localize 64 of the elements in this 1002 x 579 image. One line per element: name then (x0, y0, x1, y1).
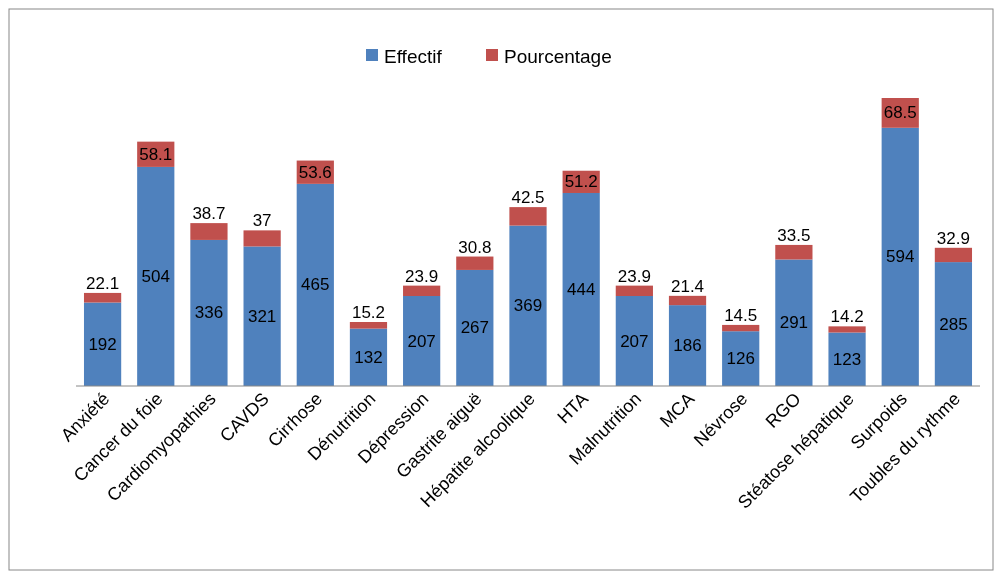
bar (456, 269, 494, 386)
bar (83, 292, 122, 303)
data-label: 504 (141, 266, 170, 286)
bar (668, 305, 707, 386)
bar (828, 332, 866, 386)
data-label: 32.9 (936, 228, 970, 248)
data-label: 21.4 (670, 276, 705, 296)
bar (722, 324, 760, 332)
bar (881, 127, 919, 386)
bar (668, 295, 707, 306)
data-label: 207 (620, 331, 649, 351)
legend-label: Pourcentage (504, 45, 612, 67)
data-label: 192 (88, 334, 117, 354)
data-label: 58.1 (139, 144, 173, 164)
data-label: 33.5 (777, 225, 811, 245)
bar (296, 183, 334, 386)
data-label: 291 (779, 313, 809, 333)
data-label: 132 (354, 347, 383, 367)
bar (775, 259, 813, 386)
bar (403, 285, 441, 297)
bar (934, 247, 973, 263)
data-label: 369 (513, 296, 543, 316)
data-label: 23.9 (405, 266, 439, 286)
bar (403, 296, 441, 386)
data-label: 285 (939, 314, 968, 334)
bar (562, 192, 600, 386)
data-label: 51.2 (564, 172, 598, 192)
bar (83, 302, 122, 386)
data-label: 126 (726, 349, 755, 369)
bar (456, 256, 494, 270)
bar (615, 285, 653, 297)
bar (509, 207, 547, 226)
data-label: 42.5 (511, 188, 545, 208)
bar (349, 322, 388, 329)
bar (190, 223, 228, 240)
data-label: 444 (566, 279, 596, 299)
bar (775, 244, 813, 260)
bar (243, 246, 281, 386)
data-label: 68.5 (883, 103, 917, 123)
data-label: 321 (247, 306, 277, 326)
data-label: 267 (460, 318, 490, 338)
data-label: 123 (832, 349, 862, 369)
bar (137, 166, 175, 386)
bar (243, 230, 281, 247)
data-label: 465 (301, 275, 330, 295)
data-label: 37 (252, 211, 272, 231)
data-label: 22.1 (86, 273, 120, 293)
data-label: 23.9 (617, 266, 651, 286)
bar (190, 239, 228, 386)
data-label: 186 (673, 336, 702, 356)
bar (509, 225, 547, 386)
data-label: 14.5 (724, 305, 758, 325)
data-label: 336 (194, 303, 224, 323)
data-label: 594 (886, 247, 915, 267)
legend-label: Effectif (384, 45, 443, 67)
data-label: 30.8 (458, 237, 492, 257)
bar (828, 326, 866, 333)
bar (934, 262, 973, 386)
data-label: 15.2 (351, 303, 386, 323)
bar (615, 296, 653, 386)
data-label: 14.2 (830, 307, 864, 327)
data-label: 38.7 (192, 204, 226, 224)
data-label: 207 (407, 331, 436, 351)
data-label: 53.6 (298, 162, 332, 182)
